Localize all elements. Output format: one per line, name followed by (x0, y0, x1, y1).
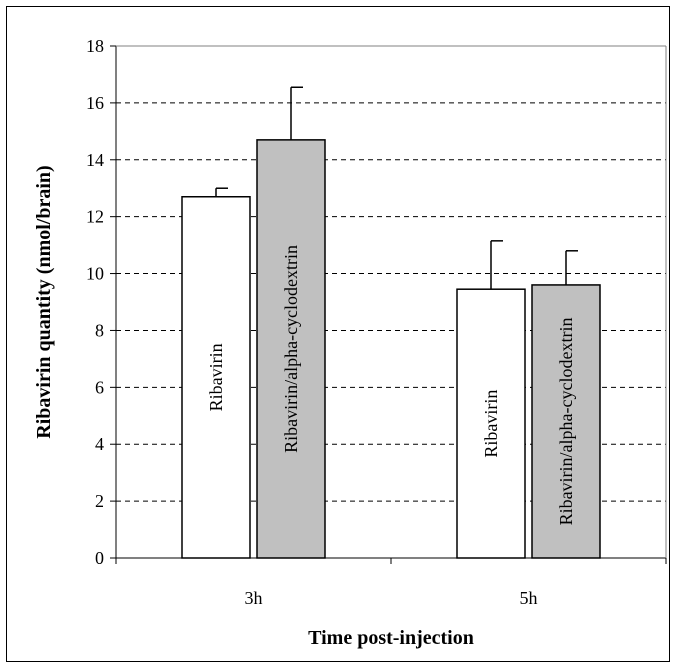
bar-label: Ribavirin/alpha-cyclodextrin (556, 317, 576, 525)
x-axis-title: Time post-injection (308, 627, 474, 649)
y-tick-label: 10 (86, 264, 104, 284)
bar-label: Ribavirin/alpha-cyclodextrin (281, 245, 301, 453)
y-tick-label: 4 (95, 434, 104, 454)
x-tick-label: 3h (245, 588, 263, 608)
x-ticks: 3h 5h (115, 558, 667, 608)
bar (456, 288, 526, 559)
bar-label: Ribavirin (206, 343, 226, 411)
bar (256, 139, 326, 559)
x-tick-label: 5h (520, 588, 538, 608)
y-tick-label: 6 (95, 377, 104, 397)
bar (181, 196, 251, 559)
y-ticks: 0 2 4 6 8 10 12 14 16 18 (86, 36, 116, 568)
bars: Ribavirin Ribavirin/alpha-cyclodextrin Rib… (181, 86, 601, 559)
y-tick-label: 14 (86, 150, 104, 170)
chart-frame (6, 6, 670, 662)
y-tick-label: 12 (86, 207, 104, 227)
bar-label: Ribavirin (481, 390, 501, 458)
bar (531, 284, 601, 559)
y-axis-title: Ribavirin quantity (nmol/brain) (33, 165, 55, 438)
y-tick-label: 18 (86, 36, 104, 56)
y-tick-label: 0 (95, 548, 104, 568)
y-tick-label: 2 (95, 491, 104, 511)
y-tick-label: 8 (95, 320, 104, 340)
y-tick-label: 16 (86, 93, 104, 113)
